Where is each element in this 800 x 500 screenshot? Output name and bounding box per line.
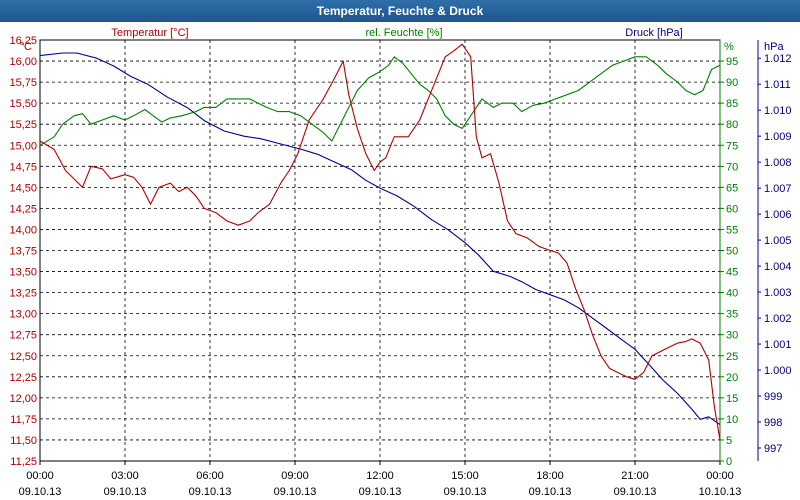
temperature-tick-label: 12,50 [9,351,37,363]
temperature-tick-label: 14,75 [9,161,37,173]
pressure-tick-label: 1.009 [764,131,792,143]
pressure-tick-label: 1.004 [764,261,792,273]
humidity-tick-label: 30 [726,330,738,342]
humidity-tick-label: 15 [726,393,738,405]
pressure-tick-label: 1.011 [764,79,791,91]
humidity-axis-title: rel. Feuchte [%] [365,27,442,39]
x-tick-date-label: 09.10.13 [444,486,487,498]
pressure-axis-title: Druck [hPa] [625,27,682,39]
temperature-tick-label: 16,00 [9,56,37,68]
pressure-series-line [39,52,721,426]
temperature-unit-label: °C [20,41,32,53]
chart-title: Temperatur, Feuchte & Druck [0,0,800,22]
temperature-tick-label: 13,25 [9,288,37,300]
humidity-series-line [39,56,721,146]
humidity-tick-label: 40 [726,288,738,300]
x-tick-time-label: 03:00 [111,470,139,482]
x-tick-time-label: 18:00 [536,470,564,482]
humidity-tick-label: 5 [726,435,732,447]
pressure-tick-label: 1.001 [764,339,792,351]
humidity-tick-label: 95 [726,56,738,68]
temperature-tick-label: 13,50 [9,267,37,279]
humidity-tick-label: 0 [726,456,732,468]
temperature-tick-label: 16,25 [9,35,37,47]
temperature-tick-label: 12,00 [9,393,37,405]
pressure-unit-label: hPa [764,41,784,53]
pressure-tick-label: 1.007 [764,183,792,195]
humidity-tick-label: 75 [726,140,738,152]
x-tick-date-label: 09.10.13 [529,486,572,498]
humidity-tick-label: 55 [726,224,738,236]
pressure-tick-label: 1.006 [764,209,792,221]
humidity-tick-label: 25 [726,351,738,363]
pressure-tick-label: 1.005 [764,235,792,247]
humidity-tick-label: 90 [726,77,738,89]
temperature-tick-label: 15,50 [9,98,37,110]
humidity-tick-label: 45 [726,267,738,279]
temperature-tick-label: 14,25 [9,203,37,215]
x-tick-date-label: 09.10.13 [189,486,232,498]
x-tick-date-label: 09.10.13 [104,486,147,498]
humidity-tick-label: 60 [726,203,738,215]
x-tick-time-label: 00:00 [706,470,734,482]
temperature-tick-label: 12,25 [9,372,37,384]
pressure-tick-label: 998 [764,417,782,429]
temperature-axis-title: Temperatur [°C] [111,27,188,39]
x-tick-time-label: 00:00 [26,470,54,482]
temperature-tick-label: 14,00 [9,224,37,236]
pressure-tick-label: 1.003 [764,287,792,299]
humidity-tick-label: 80 [726,119,738,131]
x-tick-time-label: 09:00 [281,470,309,482]
x-tick-time-label: 06:00 [196,470,224,482]
pressure-tick-label: 999 [764,391,782,403]
pressure-tick-label: 997 [764,443,782,455]
temperature-tick-label: 14,50 [9,182,37,194]
pressure-tick-label: 1.012 [764,53,792,65]
temperature-tick-label: 12,75 [9,330,37,342]
x-tick-date-label: 09.10.13 [359,486,402,498]
x-tick-time-label: 15:00 [451,470,479,482]
humidity-tick-label: 85 [726,98,738,110]
x-tick-time-label: 12:00 [366,470,394,482]
humidity-tick-label: 10 [726,414,738,426]
pressure-tick-label: 1.008 [764,157,792,169]
temperature-series-line [39,43,721,440]
temperature-tick-label: 15,75 [9,77,37,89]
humidity-tick-label: 70 [726,161,738,173]
temperature-tick-label: 11,50 [10,435,37,447]
x-tick-time-label: 21:00 [621,470,649,482]
x-tick-date-label: 10.10.13 [699,486,742,498]
temperature-tick-label: 11,25 [10,456,37,468]
x-tick-date-label: 09.10.13 [19,486,62,498]
humidity-tick-label: 65 [726,182,738,194]
humidity-unit-label: % [724,41,734,53]
pressure-tick-label: 1.000 [764,365,792,377]
pressure-tick-label: 1.002 [764,313,792,325]
x-tick-date-label: 09.10.13 [274,486,317,498]
temperature-tick-label: 13,75 [9,246,37,258]
x-tick-date-label: 09.10.13 [614,486,657,498]
temperature-tick-label: 13,00 [9,309,37,321]
temperature-tick-label: 15,00 [9,140,37,152]
humidity-tick-label: 35 [726,309,738,321]
temperature-tick-label: 11,75 [10,414,37,426]
pressure-tick-label: 1.010 [764,105,792,117]
humidity-tick-label: 50 [726,246,738,258]
humidity-tick-label: 20 [726,372,738,384]
temperature-tick-label: 15,25 [9,119,37,131]
